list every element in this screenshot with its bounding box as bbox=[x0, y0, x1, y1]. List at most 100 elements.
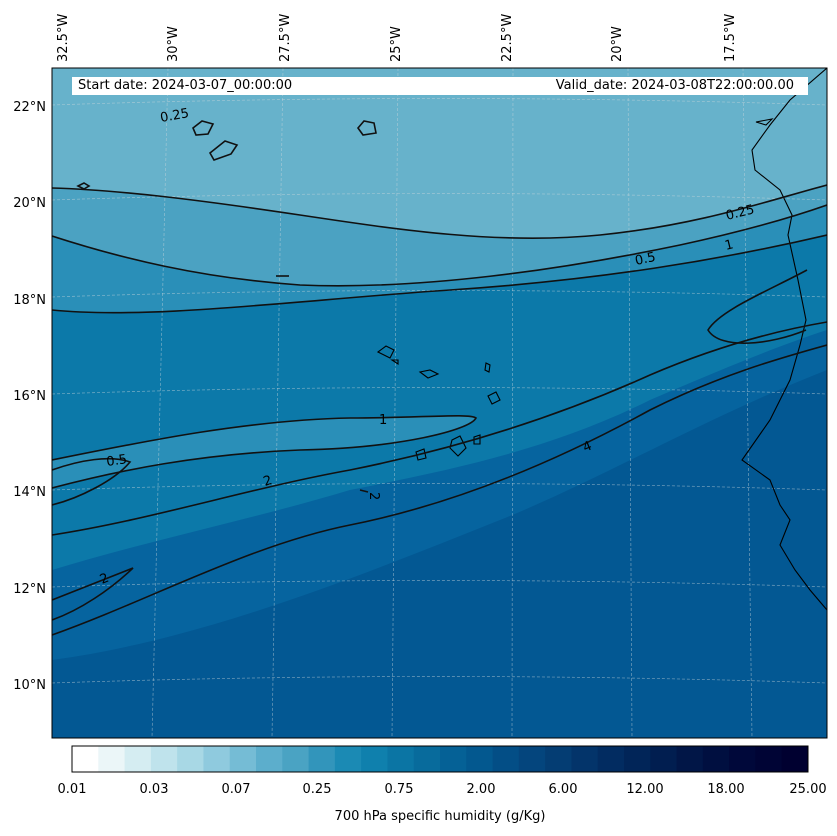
graticule bbox=[52, 68, 827, 738]
cape-verde-sao-nicolau bbox=[418, 369, 440, 379]
colorbar bbox=[72, 746, 809, 772]
start-date-label: Start date: 2024-03-07_00:00:00 bbox=[72, 77, 808, 95]
lat-label: 18°N bbox=[13, 293, 46, 308]
lon-label: 27.5°W bbox=[278, 14, 293, 62]
lat-label: 22°N bbox=[13, 100, 46, 115]
contour-4 bbox=[52, 344, 827, 636]
lat-label: 14°N bbox=[13, 485, 46, 500]
cape-verde-fogo bbox=[415, 448, 427, 461]
colorbar-segment bbox=[98, 746, 125, 772]
contour-1 bbox=[52, 234, 827, 314]
colorbar-tick: 0.25 bbox=[302, 782, 332, 797]
contour-small-loop-2 bbox=[208, 140, 239, 161]
coastlines bbox=[376, 68, 827, 611]
lon-label: 32.5°W bbox=[56, 14, 71, 62]
lon-label: 30°W bbox=[166, 26, 181, 62]
colorbar-segment bbox=[177, 746, 204, 772]
colorbar-segment bbox=[624, 746, 651, 772]
lat-label: 20°N bbox=[13, 196, 46, 211]
contour-small-loop-1 bbox=[192, 120, 215, 136]
africa-coastline bbox=[741, 68, 827, 611]
lat-label: 10°N bbox=[13, 678, 46, 693]
contour-label: 1 bbox=[723, 237, 735, 254]
lat-label: 12°N bbox=[13, 582, 46, 597]
colorbar-segment bbox=[282, 746, 309, 772]
lat-label: 16°N bbox=[13, 389, 46, 404]
colorbar-segment bbox=[229, 746, 257, 772]
contour-label: 2 bbox=[366, 492, 381, 500]
contour-label: 0.25 bbox=[159, 106, 190, 126]
meridian-25w bbox=[391, 68, 399, 738]
contour-1-tongue bbox=[52, 414, 478, 489]
contour-tick-2 bbox=[359, 489, 369, 493]
colorbar-segment bbox=[518, 746, 546, 772]
meridian-17-5w bbox=[742, 68, 753, 738]
parallel-22n bbox=[52, 98, 827, 106]
colorbar-tick: 2.00 bbox=[466, 782, 496, 797]
colorbar-frame bbox=[71, 745, 809, 773]
meridian-20w bbox=[627, 68, 633, 738]
contour-small-loop-3 bbox=[356, 120, 377, 136]
colorbar-segment bbox=[545, 746, 572, 772]
colorbar-segment bbox=[72, 746, 99, 772]
contour-label: 0.5 bbox=[105, 452, 128, 470]
contour-0-25 bbox=[52, 184, 827, 240]
lon-label: 17.5°W bbox=[723, 14, 738, 62]
humidity-fill bbox=[52, 68, 827, 738]
map-frame bbox=[51, 67, 828, 739]
band-6 bbox=[52, 370, 827, 738]
cape-verde-maio bbox=[473, 434, 481, 445]
colorbar-tick: 0.03 bbox=[139, 782, 169, 797]
colorbar-segment bbox=[650, 746, 677, 772]
parallel-14n bbox=[52, 483, 827, 491]
colorbar-segment bbox=[492, 746, 520, 772]
colorbar-segment bbox=[755, 746, 783, 772]
cape-verde-sal bbox=[484, 362, 491, 373]
parallel-10n bbox=[52, 676, 827, 684]
colorbar-segment bbox=[124, 746, 152, 772]
colorbar-segment bbox=[597, 746, 625, 772]
canary-island-small bbox=[755, 118, 774, 126]
contour-label: 0.5 bbox=[634, 250, 657, 269]
colorbar-segment bbox=[571, 746, 599, 772]
colorbar-tick: 6.00 bbox=[548, 782, 578, 797]
valid-date-label: Valid_date: 2024-03-08T22:00:00.00 bbox=[555, 78, 794, 93]
contour-labels: 0.25 0.25 0.5 1 0.5 1 2 2 4 2 bbox=[98, 106, 756, 588]
colorbar-tick: 18.00 bbox=[707, 782, 745, 797]
colorbar-segment bbox=[702, 746, 730, 772]
contour-label: 0.25 bbox=[724, 202, 756, 224]
parallel-16n bbox=[52, 387, 827, 395]
parallel-12n bbox=[52, 580, 827, 588]
meridian-22-5w bbox=[511, 68, 514, 738]
colorbar-tick: 0.07 bbox=[221, 782, 251, 797]
contour-1-loop bbox=[707, 269, 808, 344]
cape-verde-santo-antao bbox=[376, 345, 395, 359]
contour-0-5 bbox=[52, 204, 827, 287]
latitude-labels: 22°N 20°N 18°N 16°N 14°N 12°N 10°N bbox=[13, 100, 46, 693]
colorbar-segment bbox=[308, 746, 336, 772]
longitude-labels: 32.5°W 30°W 27.5°W 25°W 22.5°W 20°W 17.5… bbox=[56, 14, 738, 62]
contour-2 bbox=[52, 321, 827, 536]
colorbar-tick: 12.00 bbox=[626, 782, 664, 797]
contour-0-5-south bbox=[52, 457, 132, 506]
colorbar-segment bbox=[729, 746, 756, 772]
colorbar-segment bbox=[466, 746, 493, 772]
cape-verde-boa-vista bbox=[487, 391, 501, 405]
colorbar-segment bbox=[676, 746, 704, 772]
colorbar-tick: 25.00 bbox=[789, 782, 827, 797]
colorbar-segment bbox=[440, 746, 467, 772]
contour-label: 1 bbox=[379, 413, 387, 428]
colorbar-tick: 0.75 bbox=[384, 782, 414, 797]
colorbar-segment bbox=[334, 746, 362, 772]
contour-2-south bbox=[52, 567, 134, 621]
colorbar-segment bbox=[387, 746, 415, 772]
colorbar-segment bbox=[256, 746, 283, 772]
colorbar-segment bbox=[150, 746, 178, 772]
colorbar-segment bbox=[361, 746, 388, 772]
colorbar-segment bbox=[413, 746, 441, 772]
colorbar-tick: 0.01 bbox=[57, 782, 87, 797]
meridian-30w bbox=[151, 68, 169, 738]
cape-verde-sao-vicente bbox=[390, 359, 399, 366]
contour-small-loop-4 bbox=[76, 182, 91, 190]
